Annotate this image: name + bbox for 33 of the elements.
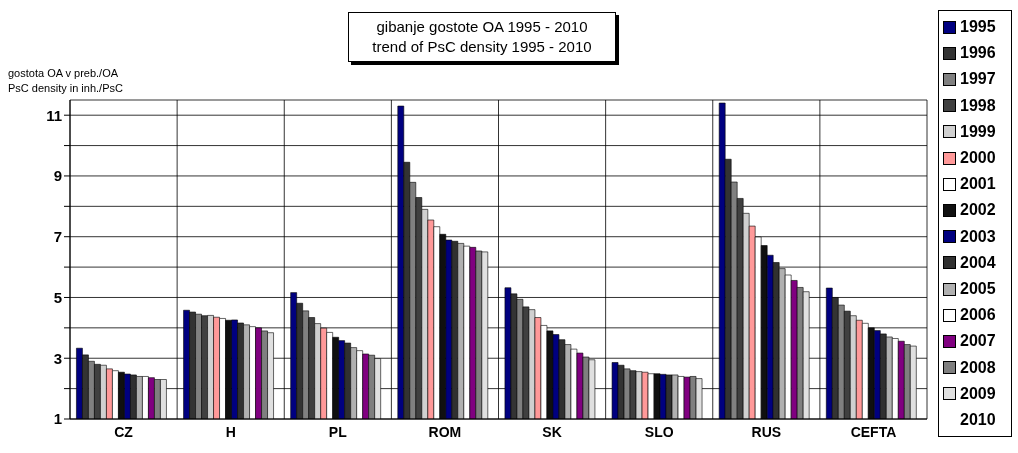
- y-tick-label: 9: [53, 167, 62, 185]
- y-tick-label: 5: [53, 288, 62, 306]
- x-tick-label: ROM: [428, 423, 462, 440]
- y-tick-label: 3: [53, 349, 62, 367]
- legend-label: 1999: [960, 121, 996, 142]
- x-tick-label: RUS: [751, 423, 782, 440]
- legend-label: 2001: [960, 174, 996, 195]
- legend-label: 1996: [960, 43, 996, 64]
- y-tick-label: 11: [46, 106, 62, 124]
- legend-label: 1997: [960, 69, 996, 90]
- legend-label: 2005: [960, 279, 996, 300]
- legend-label: 1995: [960, 17, 996, 37]
- text: 2010: [959, 410, 997, 431]
- x-tick-label: CZ: [114, 423, 134, 440]
- legend-label: 2003: [960, 226, 996, 247]
- x-tick-label: H: [225, 423, 236, 440]
- legend-label: 1998: [960, 95, 996, 116]
- chart-title: gibanje gostote OA 1995 - 2010: [375, 17, 589, 37]
- legend-label: 2009: [960, 383, 996, 404]
- y-tick-label: 7: [53, 228, 62, 246]
- y-tick-label: 1: [53, 410, 62, 428]
- chart-subtitle: trend of PsC density 1995 - 2010: [371, 37, 593, 57]
- x-tick-label: SLO: [644, 423, 674, 440]
- legend-label: 2000: [960, 148, 996, 168]
- legend-label: 2008: [960, 357, 996, 378]
- legend-label: 2002: [960, 200, 996, 221]
- x-tick-label: CEFTA: [850, 423, 897, 440]
- x-tick-label: SK: [542, 423, 562, 440]
- y-axis-title: gostota OA v preb./OA PsC density in inh./PsC: [8, 66, 123, 96]
- legend-label: 2007: [960, 331, 996, 352]
- legend-label: 2006: [960, 305, 996, 326]
- x-tick-label: PL: [328, 423, 348, 440]
- legend-label: 2004: [960, 252, 996, 273]
